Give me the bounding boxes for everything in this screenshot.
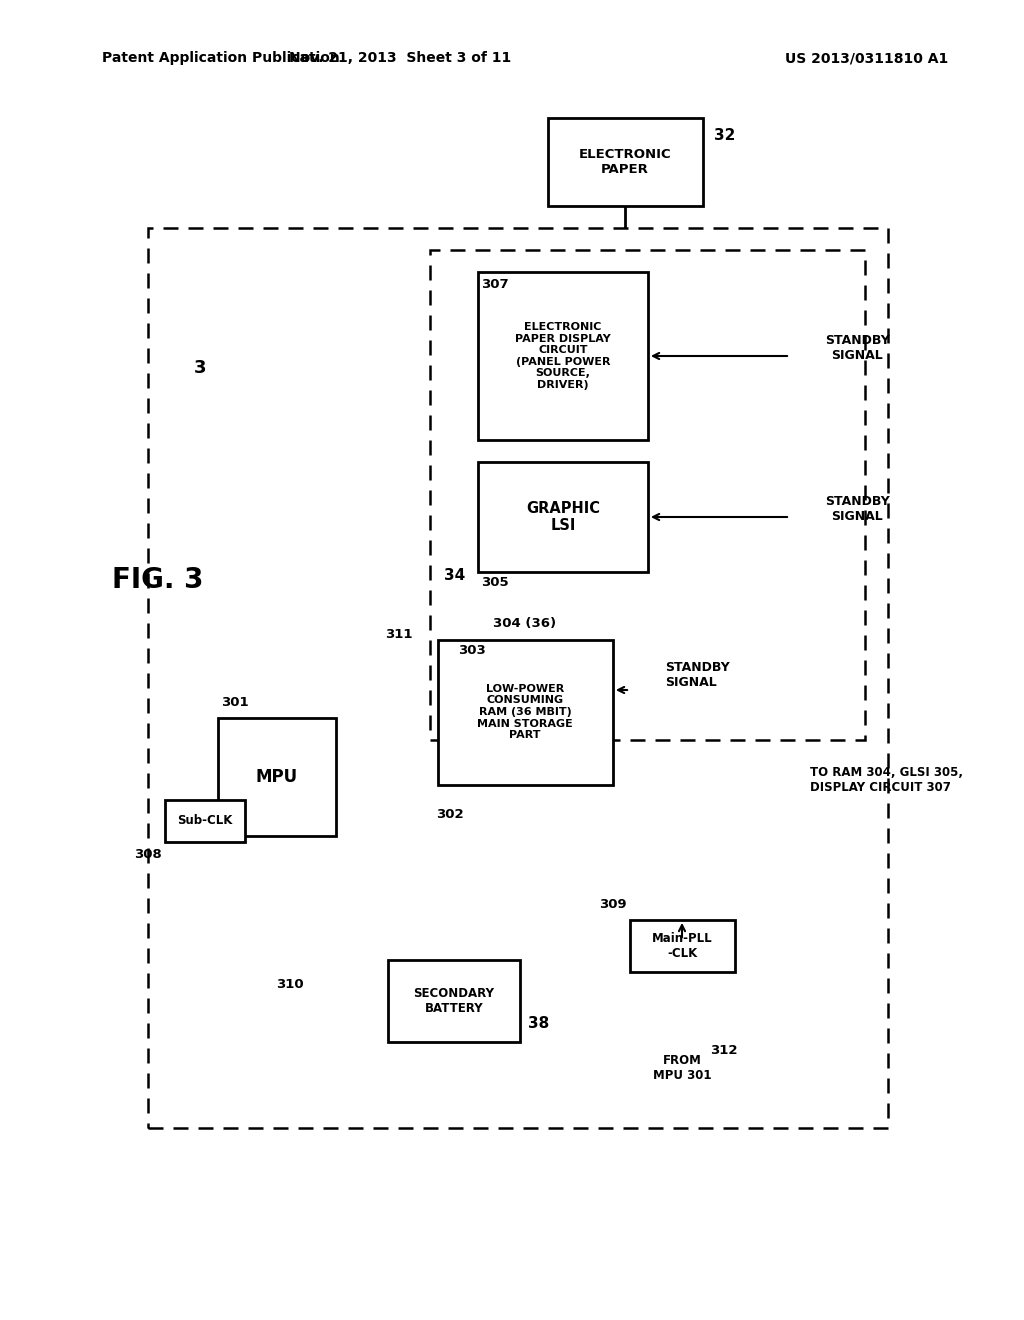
Bar: [478, 462, 648, 572]
Bar: [630, 920, 735, 972]
Text: TO RAM 304, GLSI 305,
DISPLAY CIRCUIT 307: TO RAM 304, GLSI 305, DISPLAY CIRCUIT 30…: [810, 766, 963, 795]
Bar: [548, 117, 703, 206]
Bar: [165, 800, 245, 842]
Text: US 2013/0311810 A1: US 2013/0311810 A1: [785, 51, 948, 65]
Text: 302: 302: [436, 808, 464, 821]
Text: 3: 3: [194, 359, 206, 378]
Text: 308: 308: [134, 847, 162, 861]
Text: Sub-CLK: Sub-CLK: [177, 814, 232, 828]
Text: Main-PLL
-CLK: Main-PLL -CLK: [651, 932, 713, 960]
Bar: [388, 960, 520, 1041]
Bar: [438, 640, 613, 785]
Bar: [148, 228, 888, 1129]
Text: 303: 303: [458, 644, 485, 656]
Bar: [478, 272, 648, 440]
Bar: [430, 249, 865, 741]
Text: 301: 301: [221, 696, 249, 709]
Text: Nov. 21, 2013  Sheet 3 of 11: Nov. 21, 2013 Sheet 3 of 11: [289, 51, 511, 65]
Text: MPU: MPU: [256, 768, 298, 785]
Text: 310: 310: [276, 978, 304, 991]
Text: SECONDARY
BATTERY: SECONDARY BATTERY: [414, 987, 495, 1015]
Text: 312: 312: [710, 1044, 737, 1056]
Text: STANDBY
SIGNAL: STANDBY SIGNAL: [825, 495, 890, 523]
Text: 309: 309: [599, 898, 627, 911]
Text: FROM
MPU 301: FROM MPU 301: [652, 1053, 712, 1082]
Text: 38: 38: [528, 1016, 549, 1031]
Text: ELECTRONIC
PAPER: ELECTRONIC PAPER: [579, 148, 672, 176]
Text: 307: 307: [481, 277, 509, 290]
Text: Patent Application Publication: Patent Application Publication: [102, 51, 340, 65]
Text: LOW-POWER
CONSUMING
RAM (36 MBIT)
MAIN STORAGE
PART: LOW-POWER CONSUMING RAM (36 MBIT) MAIN S…: [477, 684, 572, 741]
Text: 311: 311: [385, 627, 413, 640]
Text: 304 (36): 304 (36): [494, 618, 557, 631]
Text: STANDBY
SIGNAL: STANDBY SIGNAL: [665, 661, 730, 689]
Text: 34: 34: [444, 568, 466, 582]
Text: FIG. 3: FIG. 3: [113, 566, 204, 594]
Text: STANDBY
SIGNAL: STANDBY SIGNAL: [825, 334, 890, 362]
Text: 32: 32: [715, 128, 735, 144]
Text: GRAPHIC
LSI: GRAPHIC LSI: [526, 500, 600, 533]
Bar: [218, 718, 336, 836]
Text: ELECTRONIC
PAPER DISPLAY
CIRCUIT
(PANEL POWER
SOURCE,
DRIVER): ELECTRONIC PAPER DISPLAY CIRCUIT (PANEL …: [515, 322, 611, 389]
Text: 305: 305: [481, 576, 509, 589]
